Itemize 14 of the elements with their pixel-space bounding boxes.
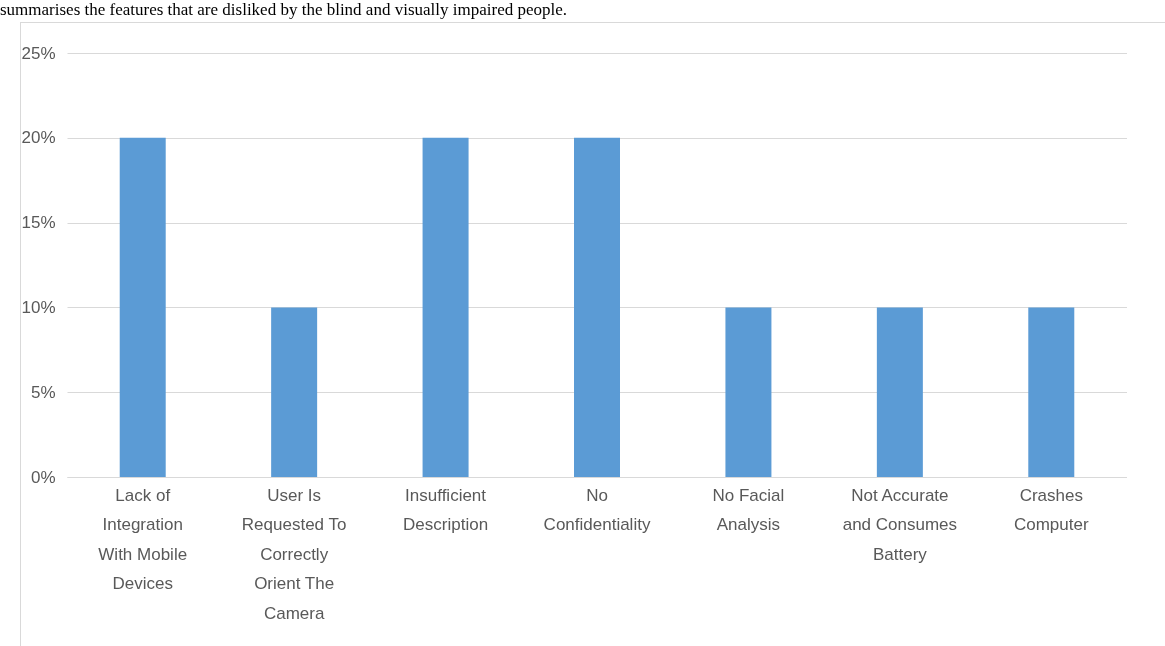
y-tick-label: 10% (21, 297, 56, 317)
x-tick-label: Not Accurate and Consumes Battery (842, 485, 958, 564)
x-tick-label: No Confidentiality (543, 485, 651, 534)
y-tick-label: 0% (30, 467, 56, 487)
x-tick-label: Lack of Integration With Mobile Devices (98, 485, 188, 593)
x-tick-label: Crashes Computer (1013, 485, 1089, 534)
x-tick-label: Insufficient Description (403, 485, 489, 534)
y-tick-label: 25% (21, 43, 56, 63)
y-tick-label: 20% (21, 128, 56, 148)
text: summarises the features that are disliked by the blind and visually impaired people. (0, 0, 567, 20)
y-tick-label: 15% (21, 213, 56, 233)
y-tick-label: 5% (30, 382, 56, 402)
x-tick-label: User Is Requested To Correctly Orient The Camera (241, 485, 347, 623)
x-tick-label: No Facial Analysis (712, 485, 785, 534)
